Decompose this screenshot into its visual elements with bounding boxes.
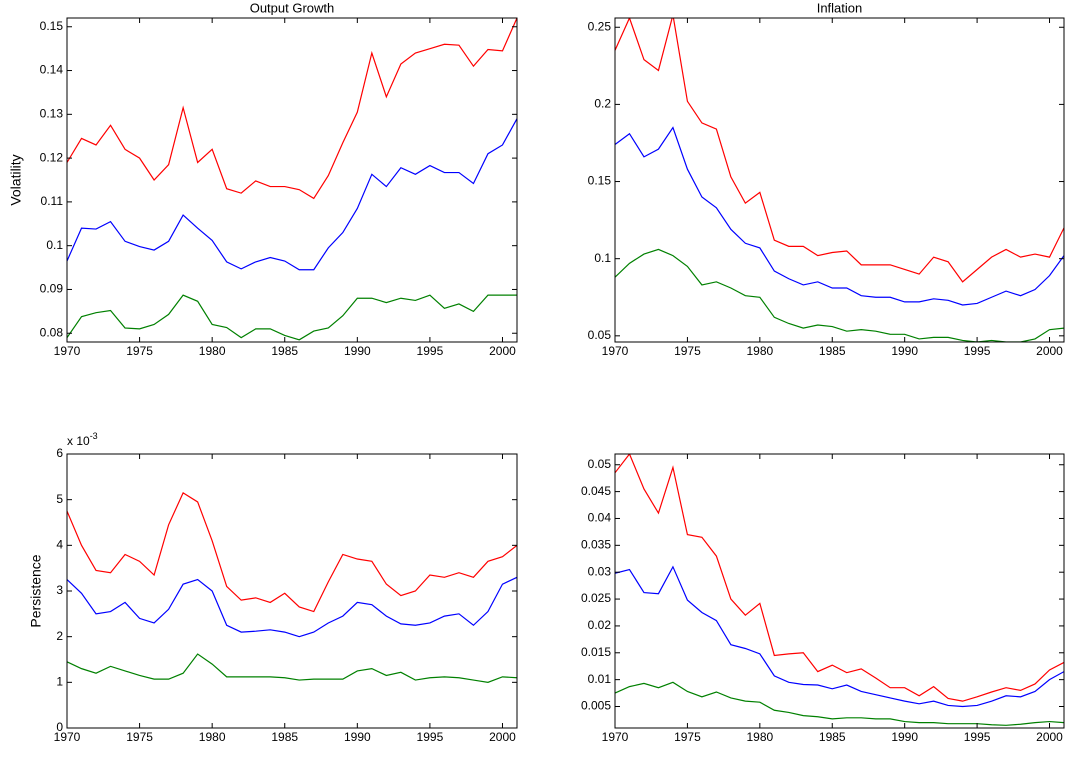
y-tick-label: 0.15 (588, 174, 612, 188)
y-tick-label: 3 (56, 583, 63, 597)
x-tick-label: 1975 (126, 344, 153, 358)
x-tick-label: 1970 (602, 344, 629, 358)
x-tick-label: 1985 (271, 344, 298, 358)
y-tick-label: 4 (56, 538, 63, 552)
x-tick-label: 1990 (344, 344, 371, 358)
y-axis-label: Persistence (28, 554, 44, 627)
plot-area (615, 454, 1064, 728)
line-series (67, 653, 517, 683)
plot-lines (615, 454, 1064, 726)
x-tick-label: 2000 (489, 730, 516, 744)
y-tick-label: 0.02 (588, 618, 612, 632)
line-series (615, 681, 1064, 726)
x-tick-label: 1995 (417, 344, 444, 358)
line-series (67, 576, 517, 638)
y-tick-label: 0.015 (581, 645, 611, 659)
y-tick-label: 0.045 (581, 484, 611, 498)
y-tick-label: 0.04 (588, 511, 612, 525)
y-tick-label: 0.1 (46, 238, 63, 252)
x-tick-label: 1980 (199, 344, 226, 358)
x-tick-label: 2000 (1036, 730, 1063, 744)
axes-box (66, 453, 518, 729)
axis-multiplier: x 10-3 (67, 431, 98, 448)
y-tick-label: 0.09 (40, 282, 64, 296)
plot-lines (615, 18, 1064, 342)
axis-multiplier-exponent: -3 (90, 431, 98, 441)
x-tick-label: 1980 (746, 344, 773, 358)
axes-box (66, 17, 518, 343)
y-tick-label: 0.08 (40, 325, 64, 339)
subplot: 1970 1975 1980 1985 1990 1995 2000 0.08 0.09 0.1 0… (8, 0, 518, 358)
subplot: 1970 1975 1980 1985 1990 1995 2000 0.005 0.01 0.0… (581, 453, 1065, 744)
line-series (615, 454, 1064, 702)
x-tick-label: 1995 (964, 730, 991, 744)
y-tick-label: 0.15 (40, 19, 64, 33)
y-tick-label: 0.025 (581, 591, 611, 605)
x-tick-label: 1995 (417, 730, 444, 744)
y-tick-label: 0.11 (41, 194, 64, 208)
y-tick-label: 0 (56, 720, 63, 734)
line-series (615, 18, 1064, 283)
axes-box (614, 453, 1065, 729)
y-axis-label: Volatility (8, 154, 24, 205)
x-tick-label: 1985 (819, 730, 846, 744)
x-tick-label: 1980 (746, 730, 773, 744)
line-series (67, 118, 517, 271)
y-tick-label: 0.035 (581, 538, 611, 552)
x-tick-label: 1985 (819, 344, 846, 358)
plot-area (67, 454, 517, 728)
y-tick-label: 0.1 (594, 251, 611, 265)
y-tick-label: 0.12 (40, 150, 64, 164)
line-series (67, 294, 517, 341)
x-tick-label: 1990 (891, 344, 918, 358)
x-tick-label: 1980 (199, 730, 226, 744)
x-tick-label: 1970 (54, 730, 81, 744)
x-tick-label: 2000 (1036, 344, 1063, 358)
subplot-title: Output Growth (250, 0, 335, 15)
line-series (67, 491, 517, 613)
axis-multiplier-base: x 10 (67, 434, 90, 448)
plot-area (615, 18, 1064, 342)
plot-lines (67, 18, 517, 341)
x-tick-label: 1970 (602, 730, 629, 744)
y-tick-label: 2 (56, 629, 63, 643)
line-series (615, 565, 1064, 708)
subplot: 1970 1975 1980 1985 1990 1995 2000 0.05 0.1 0.15 0… (588, 0, 1065, 358)
line-series (67, 18, 517, 200)
y-tick-label: 0.25 (588, 19, 612, 33)
line-series (615, 248, 1064, 342)
x-tick-label: 1975 (126, 730, 153, 744)
x-tick-label: 1975 (674, 344, 701, 358)
x-tick-label: 2000 (489, 344, 516, 358)
y-tick-label: 1 (56, 675, 63, 689)
y-tick-label: 0.05 (588, 457, 612, 471)
x-tick-label: 1975 (674, 730, 701, 744)
plot-area (67, 18, 517, 342)
y-tick-label: 0.01 (588, 672, 612, 686)
axes-box (614, 17, 1065, 343)
y-tick-label: 5 (56, 492, 63, 506)
y-tick-label: 0.14 (40, 63, 64, 77)
y-tick-label: 0.05 (588, 328, 612, 342)
x-tick-label: 1995 (964, 344, 991, 358)
y-tick-label: 0.005 (581, 699, 611, 713)
subplot-title: Inflation (817, 0, 863, 15)
subplot: 1970 1975 1980 1985 1990 1995 2000 0 1 2 3 4 5 6 Persi… (28, 431, 518, 744)
x-tick-label: 1985 (271, 730, 298, 744)
x-tick-label: 1990 (891, 730, 918, 744)
y-tick-label: 0.13 (40, 106, 64, 120)
plot-lines (67, 491, 517, 683)
y-tick-label: 6 (56, 446, 63, 460)
y-tick-label: 0.03 (588, 564, 612, 578)
x-tick-label: 1990 (344, 730, 371, 744)
y-tick-label: 0.2 (594, 97, 611, 111)
line-series (615, 126, 1064, 306)
x-tick-label: 1970 (54, 344, 81, 358)
